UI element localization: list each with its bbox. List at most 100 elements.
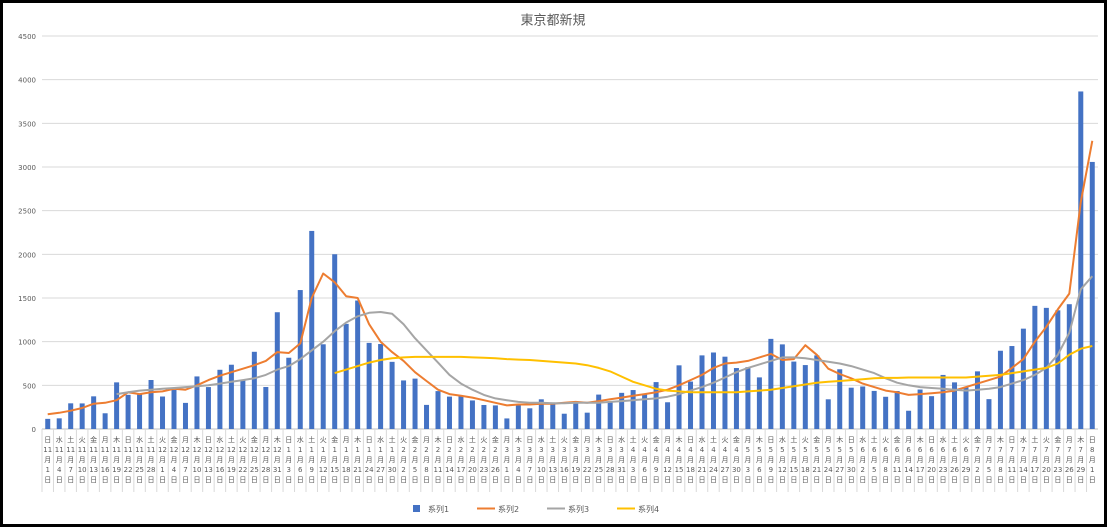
bar bbox=[596, 394, 602, 429]
x-tick-label: 水 2 月 17 日 bbox=[456, 435, 465, 484]
bar bbox=[217, 369, 223, 429]
bar bbox=[424, 404, 430, 429]
bar bbox=[194, 376, 200, 429]
x-tick-label: 土 11 月 28 日 bbox=[147, 435, 156, 484]
bar bbox=[286, 357, 292, 429]
line-series bbox=[116, 275, 1094, 405]
x-tick-label: 火 11 月 10 日 bbox=[78, 436, 87, 484]
bar bbox=[871, 390, 877, 429]
bar bbox=[1009, 346, 1015, 429]
x-tick-label: 水 11 月 25 日 bbox=[135, 435, 144, 484]
bar bbox=[550, 402, 556, 429]
x-tick-label: 土 5 月 15 日 bbox=[789, 435, 798, 484]
bar bbox=[401, 380, 407, 429]
bar bbox=[630, 390, 636, 429]
x-tick-label: 金 7 月 23 日 bbox=[1053, 435, 1062, 484]
x-tick-label: 金 1 月 15 日 bbox=[330, 435, 339, 484]
bar bbox=[929, 396, 935, 429]
bar bbox=[791, 361, 797, 429]
x-tick-label: 火 1 月 12 日 bbox=[319, 436, 328, 484]
bar bbox=[860, 386, 866, 429]
legend-swatch bbox=[413, 505, 420, 512]
bar bbox=[745, 367, 751, 429]
x-tick-label: 木 7 月 29 日 bbox=[1076, 435, 1085, 484]
bar bbox=[906, 410, 912, 429]
bar bbox=[883, 396, 889, 429]
bar bbox=[974, 371, 980, 429]
bar bbox=[1066, 304, 1072, 429]
bar bbox=[756, 377, 762, 429]
bar bbox=[561, 413, 567, 429]
line-series bbox=[334, 345, 1093, 394]
bar bbox=[768, 338, 774, 429]
x-tick-label: 土 6 月 26 日 bbox=[950, 435, 959, 484]
x-tick-label: 木 12 月 31 日 bbox=[273, 435, 282, 484]
bar bbox=[137, 393, 143, 429]
x-tick-label: 木 11 月 19 日 bbox=[112, 435, 121, 484]
bar bbox=[917, 389, 923, 429]
bar bbox=[309, 230, 315, 429]
bar bbox=[492, 405, 498, 429]
chart-title: 東京都新規 bbox=[520, 13, 585, 29]
bar bbox=[814, 355, 820, 429]
bar bbox=[515, 404, 521, 429]
x-tick-label: 火 4 月 27 日 bbox=[720, 436, 729, 484]
bar bbox=[802, 365, 808, 429]
bar bbox=[412, 378, 418, 429]
x-tick-label: 木 2 月 11 日 bbox=[434, 435, 443, 484]
x-tick-label: 月 1 月 18 日 bbox=[342, 436, 351, 484]
bar bbox=[733, 368, 739, 429]
x-tick-label: 火 3 月 16 日 bbox=[560, 436, 569, 484]
x-tick-label: 火 7 月 20 日 bbox=[1042, 436, 1051, 484]
y-tick-label: 500 bbox=[23, 382, 36, 390]
bar bbox=[963, 387, 969, 429]
bar bbox=[504, 418, 510, 429]
bar bbox=[389, 361, 395, 429]
x-tick-label: 日 11 月 22 日 bbox=[124, 436, 133, 484]
bar bbox=[986, 399, 992, 429]
x-tick-label: 火 2 月 23 日 bbox=[479, 436, 488, 484]
bar bbox=[160, 396, 166, 429]
legend-label: 系列4 bbox=[638, 504, 659, 514]
y-tick-label: 3500 bbox=[18, 120, 36, 128]
x-tick-label: 火 6 月 29 日 bbox=[962, 436, 971, 484]
bar bbox=[446, 396, 452, 429]
bar bbox=[607, 401, 613, 429]
y-tick-label: 1000 bbox=[18, 339, 36, 347]
x-tick-label: 金 11 月 13 日 bbox=[89, 435, 98, 484]
bar bbox=[1078, 91, 1084, 429]
bar bbox=[240, 379, 246, 429]
x-tick-label: 月 4 月 12 日 bbox=[663, 436, 672, 484]
x-tick-label: 日 12 月 13 日 bbox=[204, 436, 213, 484]
x-tick-label: 日 7 月 11 日 bbox=[1007, 436, 1016, 484]
x-tick-label: 月 7 月 26 日 bbox=[1065, 436, 1074, 484]
bar bbox=[779, 344, 785, 429]
bar bbox=[825, 399, 831, 429]
bar bbox=[1020, 328, 1026, 429]
bar bbox=[79, 403, 85, 429]
x-tick-label: 金 5 月 21 日 bbox=[812, 435, 821, 484]
x-tick-label: 土 1 月 30 日 bbox=[388, 435, 397, 484]
x-tick-label: 木 6 月 17 日 bbox=[916, 435, 925, 484]
bar bbox=[688, 381, 694, 429]
x-tick-label: 日 1 月 24 日 bbox=[365, 436, 374, 484]
bar bbox=[573, 402, 579, 429]
bar bbox=[894, 391, 900, 429]
x-tick-label: 日 5 月 30 日 bbox=[847, 436, 856, 484]
bar bbox=[527, 408, 533, 429]
y-tick-label: 4000 bbox=[18, 77, 36, 85]
x-tick-label: 土 3 月 13 日 bbox=[548, 435, 557, 484]
bar bbox=[320, 344, 326, 429]
x-tick-label: 水 3 月 31 日 bbox=[617, 435, 626, 484]
bar bbox=[263, 386, 269, 429]
x-tick-label: 木 3 月 25 日 bbox=[594, 435, 603, 484]
